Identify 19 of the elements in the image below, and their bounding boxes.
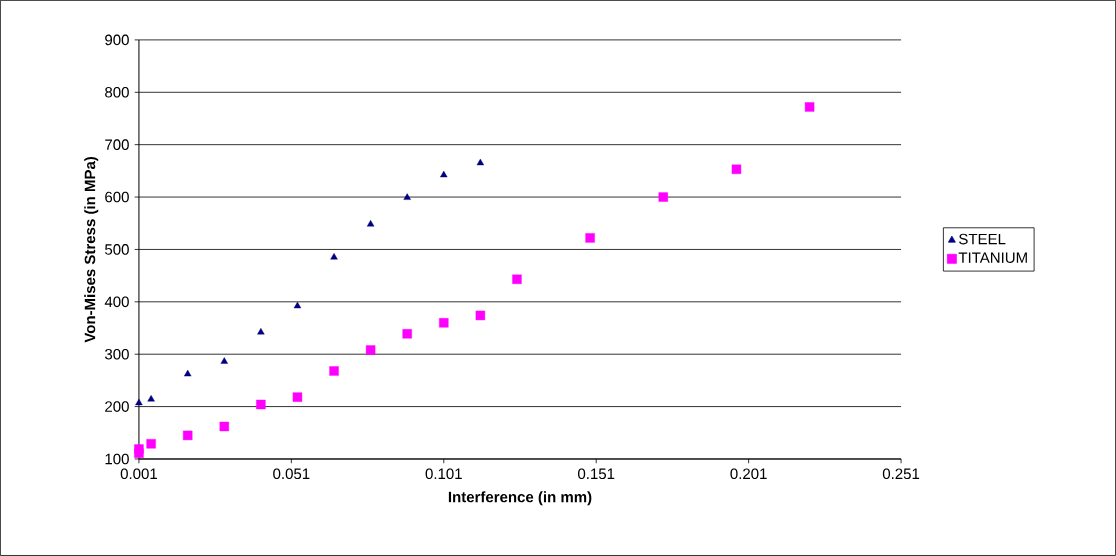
y-tick-label: 300 [104, 348, 129, 360]
y-tick-label: 900 [105, 34, 129, 46]
y-tick-label: 600 [105, 191, 129, 203]
x-tick-label: 0.151 [578, 468, 615, 480]
legend-label: STEEL [959, 233, 1006, 245]
legend-label: TITANIUM [958, 252, 1027, 264]
y-tick-label: 200 [105, 401, 129, 412]
y-tick-label: 700 [105, 139, 129, 151]
y-tick-label: 100 [105, 453, 129, 465]
y-tick-label: 500 [105, 244, 129, 255]
y-tick-label: 400 [104, 296, 129, 308]
x-tick-label: 0.051 [273, 468, 310, 480]
x-axis-title: Interference (in mm) [448, 491, 592, 506]
y-axis-title: Von-Mises Stress (in MPa) [84, 157, 99, 343]
x-tick-label: 0.201 [730, 468, 767, 480]
y-tick-label: 800 [105, 87, 129, 98]
x-tick-label: 0.101 [425, 468, 462, 480]
x-tick-label: 0.251 [882, 468, 920, 480]
x-tick-label: 0.001 [120, 468, 157, 480]
